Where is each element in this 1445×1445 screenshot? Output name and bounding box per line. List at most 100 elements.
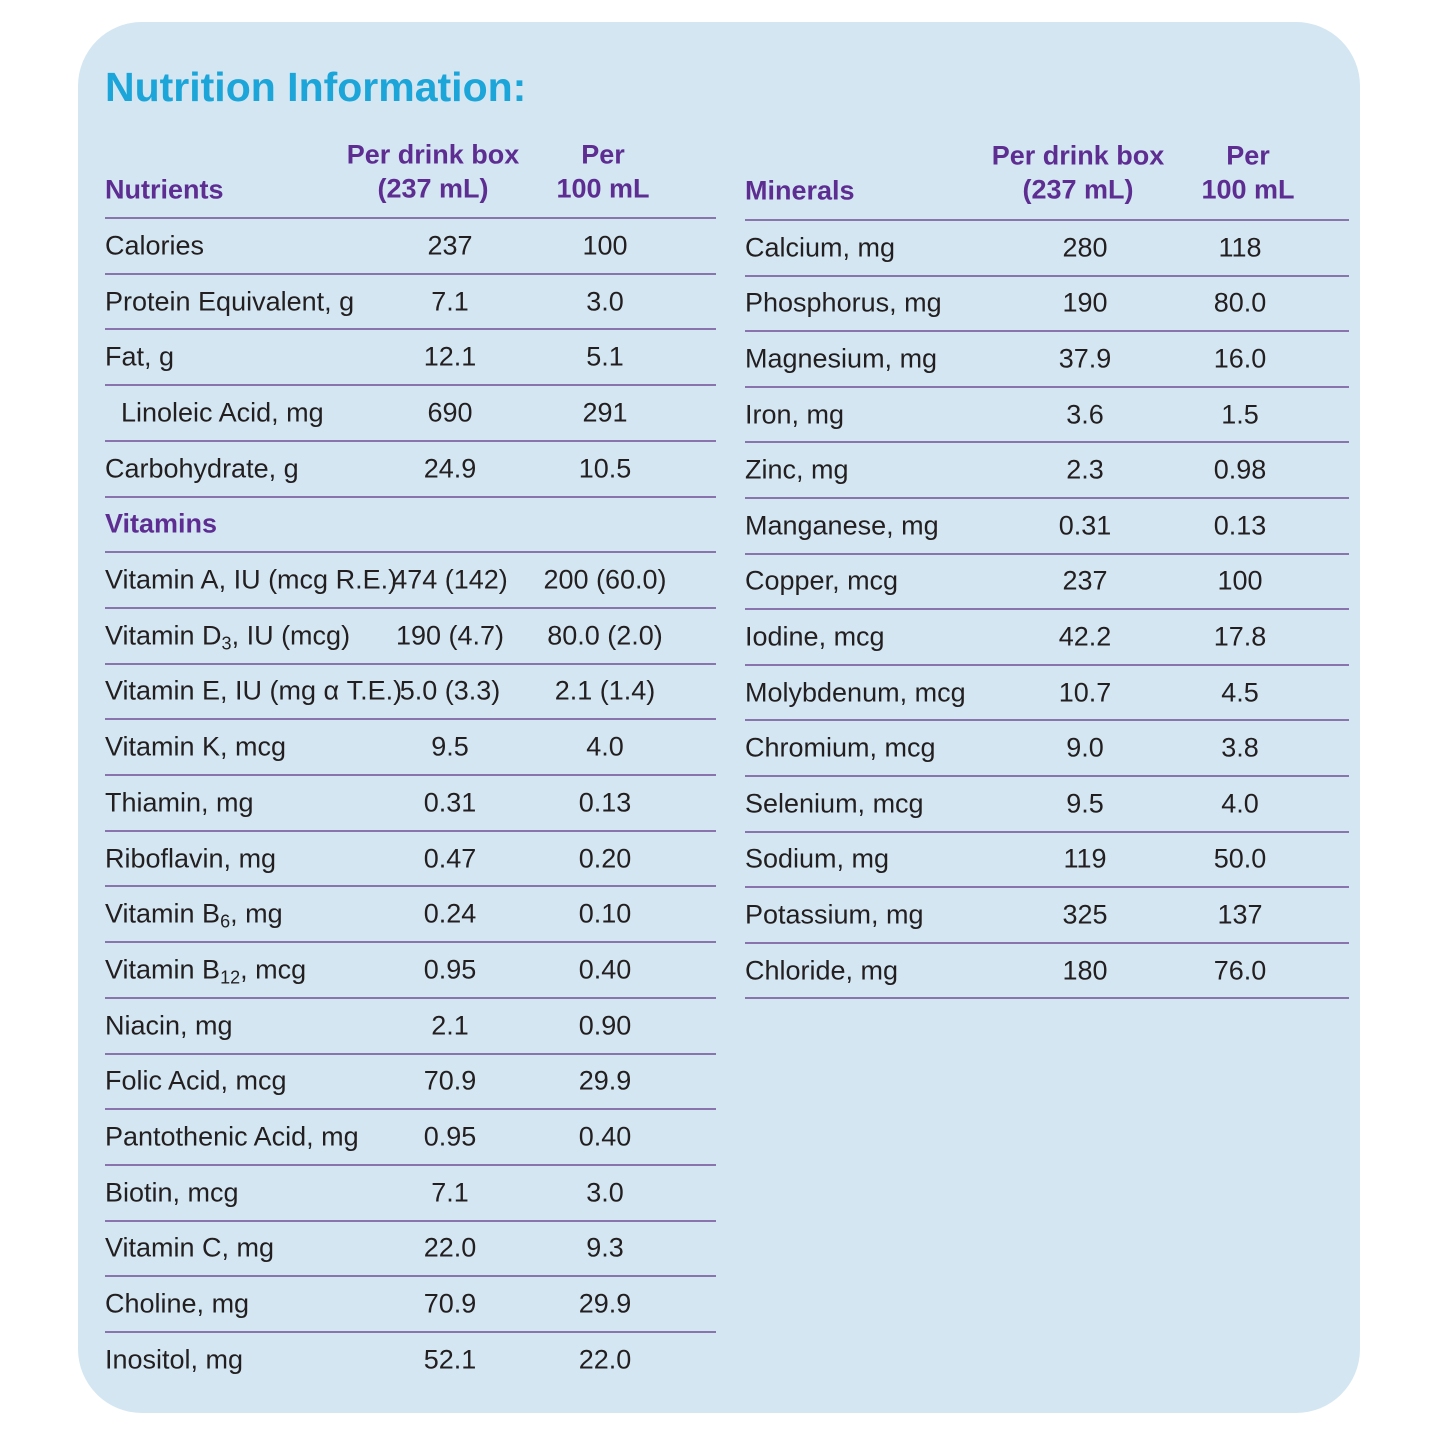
value-per-box: 42.2 [1058, 621, 1112, 652]
rule [745, 775, 1349, 777]
value-per-100ml: 137 [1217, 899, 1263, 930]
nutrient-name: Inositol, mg [105, 1344, 244, 1375]
rule [105, 829, 716, 832]
nutrient-name: Vitamin E, IU (mg α T.E.) [105, 675, 403, 706]
nutrient-name: Choline, mg [105, 1288, 250, 1319]
value-per-100ml: 3.0 [586, 286, 624, 317]
value-per-100ml: 4.5 [1221, 677, 1259, 708]
column-header: Per [581, 139, 625, 170]
rule [745, 497, 1349, 499]
value-per-box: 237 [427, 230, 473, 261]
rule [745, 719, 1349, 722]
rule [745, 663, 1349, 666]
value-per-box: 3.6 [1066, 399, 1104, 430]
nutrient-name: Magnesium, mg [745, 343, 938, 374]
rule [105, 774, 716, 776]
nutrient-name: Pantothenic Acid, mg [105, 1121, 359, 1152]
value-per-box: 70.9 [423, 1065, 477, 1096]
nutrient-name: Folic Acid, mcg [105, 1065, 287, 1096]
value-per-box: 9.0 [1066, 732, 1104, 763]
name-part: 6 [220, 911, 231, 932]
rule [105, 1108, 716, 1111]
value-per-100ml: 5.1 [586, 341, 624, 372]
value-per-100ml: 4.0 [586, 731, 624, 762]
value-per-box: 9.5 [1066, 788, 1104, 819]
value-per-box: 280 [1062, 232, 1108, 263]
name-part: Vitamin D [105, 620, 222, 651]
nutrient-name: Selenium, mcg [745, 788, 924, 819]
rule [105, 328, 716, 331]
rule [105, 718, 716, 721]
nutrient-name: Iron, mg [745, 399, 845, 430]
value-per-100ml: 0.40 [578, 1121, 632, 1152]
nutrient-name: Calcium, mg [745, 232, 896, 263]
value-per-box: 0.47 [423, 843, 477, 874]
column-header: 100 mL [556, 173, 650, 204]
rule [745, 274, 1349, 277]
rule [745, 441, 1349, 444]
rule [105, 662, 716, 665]
value-per-box: 7.1 [431, 286, 469, 317]
value-per-100ml: 200 (60.0) [543, 564, 667, 595]
value-per-100ml: 29.9 [578, 1288, 632, 1319]
value-per-100ml: 0.13 [578, 787, 632, 818]
column-header: Per [1226, 140, 1270, 171]
value-per-box: 5.0 (3.3) [399, 675, 501, 706]
name-part: 3 [221, 633, 232, 654]
value-per-box: 10.7 [1058, 677, 1112, 708]
nutrient-name: Sodium, mg [745, 843, 890, 874]
value-per-box: 2.3 [1066, 454, 1104, 485]
rule [745, 941, 1349, 944]
nutrient-name: Vitamin D3, IU (mcg) [105, 620, 350, 653]
value-per-box: 190 (4.7) [395, 620, 505, 651]
rule [105, 1331, 716, 1333]
nutrient-name: Calories [105, 230, 205, 261]
nutrient-name: Vitamin K, mcg [105, 731, 287, 762]
value-per-100ml: 118 [1218, 232, 1262, 263]
value-per-box: 7.1 [431, 1177, 469, 1208]
name-part: 12 [220, 967, 241, 988]
nutrient-name: Biotin, mcg [105, 1177, 239, 1208]
column-header: 100 mL [1201, 174, 1295, 205]
rule [105, 1052, 716, 1055]
value-per-100ml: 29.9 [578, 1065, 632, 1096]
rule [105, 1275, 716, 1278]
rule [105, 495, 716, 498]
rule [105, 1219, 716, 1222]
value-per-box: 22.0 [423, 1232, 477, 1263]
nutrient-name: Phosphorus, mg [745, 287, 942, 318]
value-per-box: 0.24 [423, 898, 477, 929]
value-per-100ml: 1.5 [1221, 399, 1259, 430]
name-part: Vitamin B [105, 954, 221, 985]
nutrient-name: Protein Equivalent, g [105, 286, 355, 317]
column-header: Minerals [745, 175, 855, 206]
rule [745, 552, 1349, 555]
value-per-box: 190 [1062, 287, 1108, 318]
value-per-box: 325 [1062, 899, 1108, 930]
value-per-100ml: 0.10 [578, 898, 632, 929]
value-per-100ml: 16.0 [1213, 343, 1267, 374]
value-per-box: 237 [1062, 565, 1108, 596]
rule [745, 219, 1349, 221]
value-per-box: 12.1 [423, 341, 477, 372]
title: Nutrition Information: [105, 64, 527, 110]
value-per-box: 690 [427, 397, 473, 428]
value-per-100ml: 80.0 (2.0) [547, 620, 663, 651]
nutrient-name: Iodine, mcg [745, 621, 885, 652]
value-per-box: 0.31 [1058, 510, 1112, 541]
value-per-box: 24.9 [423, 453, 477, 484]
value-per-100ml: 4.0 [1221, 788, 1259, 819]
column-header: (237 mL) [1022, 174, 1134, 205]
value-per-100ml: 291 [582, 397, 628, 428]
value-per-box: 474 (142) [392, 564, 508, 595]
value-per-100ml: 3.0 [586, 1177, 624, 1208]
value-per-100ml: 22.0 [578, 1344, 632, 1375]
value-per-100ml: 0.90 [578, 1010, 632, 1041]
rule [745, 886, 1349, 889]
column-header: (237 mL) [377, 173, 489, 204]
nutrient-name: Linoleic Acid, mg [121, 397, 324, 428]
value-per-100ml: 0.98 [1213, 454, 1267, 485]
nutrient-name: Chromium, mcg [745, 732, 936, 763]
rule [105, 606, 716, 609]
